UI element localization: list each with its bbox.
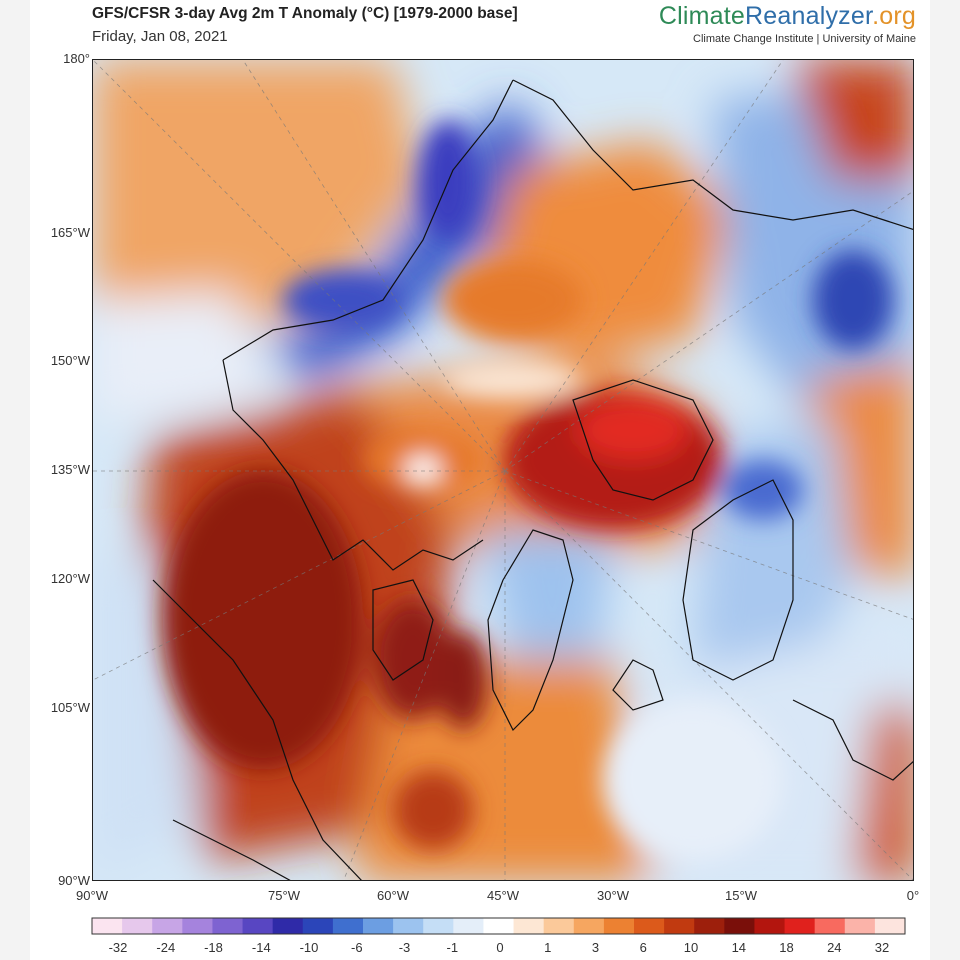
colorbar-label-3: -14 [251,940,271,955]
colorbar-cell-18 [634,918,665,934]
colorbar-cell-4 [212,918,244,934]
colorbar-cell-1 [122,918,153,934]
colorbar-cell-8 [332,918,364,934]
colorbar-label-6: -3 [398,940,411,955]
colorbar-cell-20 [694,918,725,934]
colorbar-label-11: 6 [639,940,647,955]
colorbar-cell-12 [453,918,484,934]
colorbar-cell-14 [513,918,545,934]
axis-tick-left-0: 180° [63,51,90,66]
brand-affiliation: Climate Change Institute | University of… [693,33,916,45]
colorbar-cell-15 [543,918,575,934]
axis-tick-left-5: 105°W [50,700,90,715]
scandinavia-outline [682,479,794,681]
colorbar-label-1: -24 [156,940,176,955]
left-edge-strip [0,0,30,960]
siberia-coast [222,79,514,361]
colorbar-cell-22 [754,918,786,934]
colorbar-label-5: -6 [351,940,363,955]
brand-part-org: .org [872,2,916,30]
axis-tick-left-1: 165°W [50,225,90,240]
right-edge-strip [930,0,960,960]
colorbar-cell-2 [152,918,183,934]
colorbar-label-13: 14 [731,940,747,955]
colorbar-cell-7 [302,918,334,934]
colorbar-label-0: -32 [108,940,128,955]
colorbar-label-16: 32 [874,940,890,955]
colorbar-cell-26 [874,918,906,934]
canada-interior-border [152,579,362,880]
anomaly-map [92,59,914,881]
graticule [93,60,913,880]
map-canvas [93,60,913,880]
colorbar-cell-23 [784,918,816,934]
europe-coast [792,699,913,781]
map-title: GFS/CFSR 3-day Avg 2m T Anomaly (°C) [19… [92,5,518,22]
colorbar-cell-0 [92,918,123,934]
axis-tick-left-2: 150°W [50,353,90,368]
colorbar-cell-6 [272,918,304,934]
colorbar-cell-19 [664,918,695,934]
colorbar-label-2: -18 [204,940,223,955]
axis-tick-bottom-2: 60°W [377,888,409,903]
colorbar-cells [92,918,906,934]
novaya-zemlya [572,379,714,501]
axis-tick-bottom-0: 90°W [76,888,108,903]
map-date: Friday, Jan 08, 2021 [92,28,228,45]
axis-tick-bottom-4: 30°W [597,888,629,903]
colorbar-cell-21 [724,918,755,934]
colorbar-label-10: 3 [591,940,600,955]
colorbar-cell-9 [363,918,394,934]
colorbar-cell-5 [242,918,274,934]
axis-tick-bottom-5: 15°W [725,888,757,903]
colorbar-label-15: 24 [827,940,842,955]
colorbar-frame [91,917,906,935]
colorbar-cell-11 [423,918,454,934]
colorbar-cell-3 [182,918,213,934]
axis-tick-bottom-1: 75°W [268,888,300,903]
axis-tick-bottom-6: 0° [906,888,920,903]
colorbar-label-14: 18 [779,940,794,955]
axis-tick-left-3: 135°W [50,462,90,477]
colorbar-label-8: 0 [496,940,504,955]
colorbar-cell-17 [603,918,635,934]
anomaly-field-detail [163,120,893,860]
colorbar-label-9: 1 [544,940,552,955]
colorbar-cell-16 [573,918,605,934]
greenland-outline [487,529,574,732]
north-america-coast [222,359,484,571]
great-lakes-region [172,819,291,880]
iceland-outline [612,659,664,711]
colorbar-label-7: -1 [446,940,459,955]
colorbar-cell-13 [483,918,515,934]
colorbar-label-4: -10 [299,940,319,955]
colorbar-cell-25 [844,918,876,934]
axis-tick-left-4: 120°W [50,571,90,586]
colorbar-cell-10 [393,918,424,934]
coastlines [152,79,913,880]
brand-logo[interactable]: ClimateReanalyzer.org [659,2,916,31]
baffin-island [372,579,434,681]
colorbar-label-12: 10 [683,940,699,955]
colorbar-cell-24 [814,918,846,934]
brand-part-reanalyzer: Reanalyzer [745,2,873,30]
siberia-north-coast [512,79,913,230]
axis-tick-bottom-3: 45°W [487,888,519,903]
axis-tick-left-6: 90°W [58,873,90,888]
brand-part-climate: Climate [658,2,746,30]
